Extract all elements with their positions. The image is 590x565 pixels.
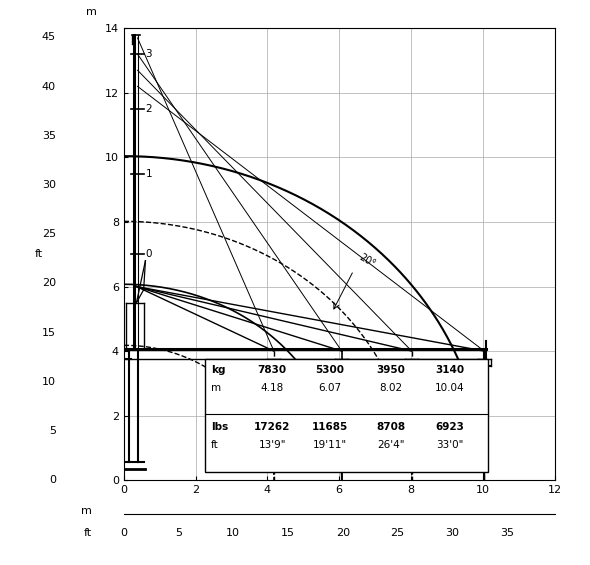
Text: 11685: 11685: [312, 422, 348, 432]
Text: 45: 45: [42, 32, 56, 42]
Text: m: m: [81, 506, 91, 516]
Text: 25: 25: [391, 528, 405, 538]
Text: 7830: 7830: [258, 366, 287, 376]
Text: 35: 35: [42, 131, 56, 141]
Text: ft: ft: [211, 440, 219, 450]
Text: kg: kg: [211, 366, 225, 376]
Text: ft: ft: [83, 528, 91, 538]
Text: 13'9": 13'9": [258, 440, 286, 450]
Text: 0: 0: [145, 249, 152, 259]
Text: 8708: 8708: [376, 422, 405, 432]
Text: 5: 5: [49, 426, 56, 436]
Text: 15: 15: [42, 328, 56, 338]
Bar: [205, 359, 488, 472]
Text: 2: 2: [145, 104, 152, 114]
Text: 10: 10: [227, 528, 240, 538]
Text: 6923: 6923: [435, 422, 464, 432]
Text: 33'0": 33'0": [436, 440, 464, 450]
Text: 19'11": 19'11": [313, 440, 346, 450]
Text: 3140: 3140: [435, 366, 464, 376]
Text: ft: ft: [34, 249, 42, 259]
Text: 30: 30: [445, 528, 459, 538]
Text: 1: 1: [145, 168, 152, 179]
Text: 8.02: 8.02: [379, 383, 402, 393]
Text: 30: 30: [42, 180, 56, 190]
Text: 3950: 3950: [376, 366, 405, 376]
Text: 20: 20: [42, 279, 56, 289]
Text: 20°: 20°: [357, 252, 377, 270]
Text: 5: 5: [175, 528, 182, 538]
Text: 10.04: 10.04: [435, 383, 464, 393]
Text: lbs: lbs: [211, 422, 228, 432]
Text: 20: 20: [336, 528, 350, 538]
Text: 5300: 5300: [315, 366, 344, 376]
Text: 4.18: 4.18: [261, 383, 284, 393]
Text: 26'4": 26'4": [377, 440, 404, 450]
Text: 40: 40: [42, 81, 56, 92]
Text: 25: 25: [42, 229, 56, 239]
Text: m: m: [211, 383, 221, 393]
Text: 35: 35: [500, 528, 514, 538]
Text: 0: 0: [120, 528, 127, 538]
Text: 15: 15: [281, 528, 295, 538]
Text: 17262: 17262: [254, 422, 290, 432]
Text: 3: 3: [145, 49, 152, 59]
Text: m: m: [86, 7, 97, 17]
Text: 10: 10: [42, 377, 56, 387]
Text: 6.07: 6.07: [318, 383, 341, 393]
Text: 0: 0: [49, 475, 56, 485]
